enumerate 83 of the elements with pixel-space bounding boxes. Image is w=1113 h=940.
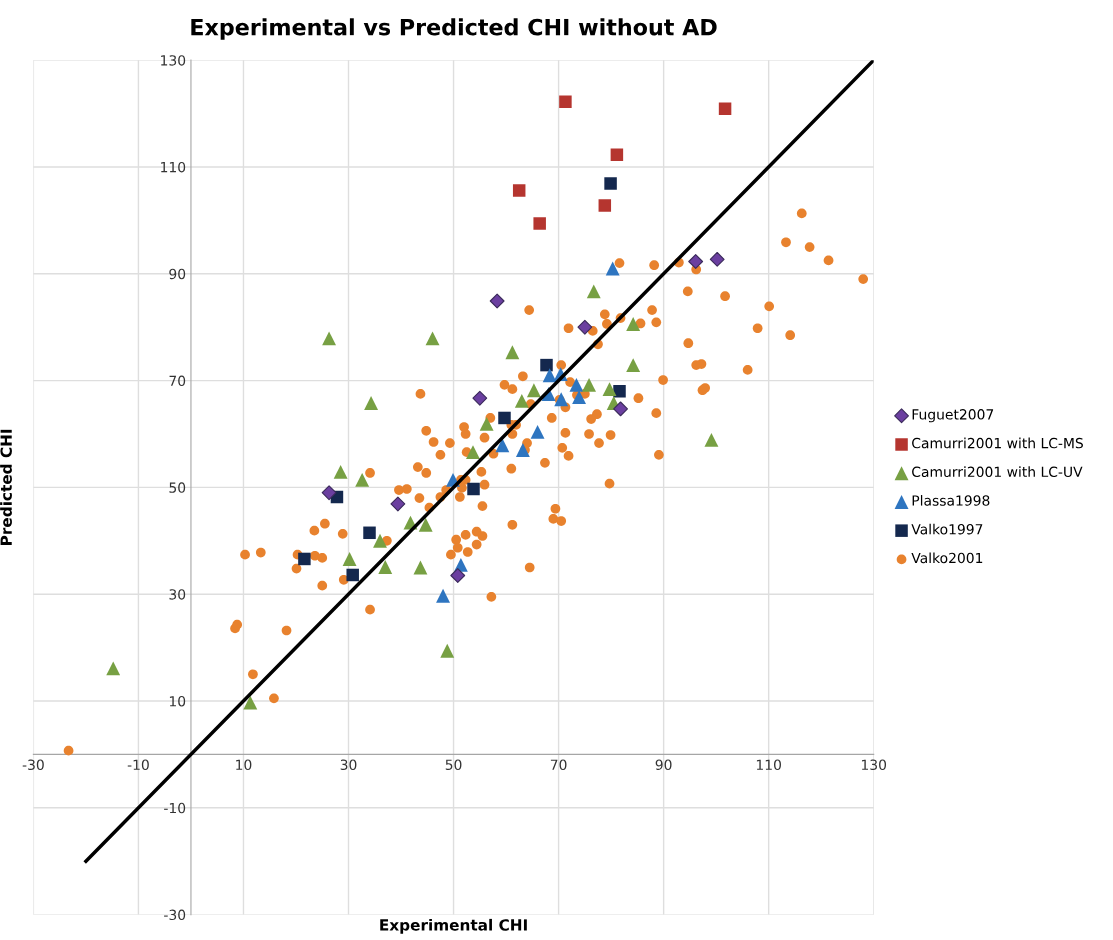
y-tick-label: -30 [164, 909, 186, 921]
legend-label: Camurri2001 with LC-MS [912, 437, 1083, 449]
point [512, 184, 526, 197]
point [342, 552, 357, 566]
point [425, 331, 440, 346]
point [572, 390, 587, 405]
x-tick-label: -30 [22, 759, 44, 771]
point [363, 526, 376, 540]
point [542, 368, 557, 383]
point [243, 695, 258, 710]
point [602, 382, 617, 397]
x-tick-label: 30 [340, 759, 357, 771]
point [390, 496, 406, 512]
y-tick-label: 130 [161, 55, 186, 66]
point [515, 443, 530, 457]
point [355, 472, 370, 487]
point [489, 293, 505, 309]
point [418, 517, 433, 532]
point [378, 560, 393, 574]
legend-label: Valko2001 [911, 552, 983, 564]
point [613, 385, 626, 398]
point [709, 251, 725, 267]
x-tick-label: 10 [236, 759, 252, 771]
point [610, 148, 624, 161]
y-axis-title: Predicted CHI [0, 429, 12, 545]
point [436, 588, 450, 603]
point [495, 438, 510, 453]
x-tick-label: -10 [127, 759, 149, 771]
point [466, 445, 480, 460]
point [333, 464, 348, 479]
y-tick-label: -10 [164, 802, 186, 814]
point [364, 396, 379, 410]
point [505, 345, 520, 360]
y-tick-label: 30 [169, 589, 186, 600]
point [626, 358, 641, 373]
point [298, 552, 311, 566]
point [450, 568, 466, 583]
x-tick-label: 110 [756, 759, 781, 771]
point [626, 317, 641, 331]
point [321, 485, 337, 501]
point [554, 392, 569, 407]
point [559, 95, 572, 109]
point [346, 568, 359, 582]
point [530, 424, 545, 439]
y-tick-label: 50 [169, 482, 186, 493]
point [322, 331, 337, 346]
point [413, 560, 428, 575]
x-tick-label: 50 [445, 759, 462, 771]
x-tick-label: 70 [550, 759, 567, 771]
y-tick-label: 10 [169, 695, 186, 707]
point [472, 390, 488, 406]
y-tick-label: 110 [161, 161, 186, 173]
point [526, 383, 541, 398]
legend-label: Valko1997 [911, 523, 983, 535]
point [533, 217, 546, 230]
chart-title: Experimental vs Predicted CHI without AD [191, 18, 717, 40]
point [718, 102, 732, 116]
point [373, 533, 387, 548]
point [613, 401, 628, 417]
point [514, 393, 529, 408]
legend-label: Fuguet2007 [912, 409, 994, 423]
point [540, 358, 553, 372]
point [582, 377, 596, 392]
x-tick-label: 90 [655, 759, 672, 771]
point [106, 661, 121, 676]
y-tick-label: 90 [169, 268, 186, 280]
point [604, 177, 617, 190]
point [586, 284, 601, 299]
x-axis-title: Experimental CHI [380, 918, 527, 934]
point [688, 254, 704, 269]
point [577, 319, 593, 335]
point [569, 377, 584, 392]
legend-label: Plassa1998 [912, 495, 990, 506]
point [598, 199, 612, 212]
point [605, 261, 620, 276]
point [498, 411, 511, 425]
point [704, 432, 719, 447]
point [479, 416, 494, 431]
y-tick-label: 70 [169, 375, 186, 387]
point [440, 643, 455, 658]
x-tick-label: 130 [861, 759, 887, 771]
point [467, 482, 480, 496]
legend-label: Camurri2001 with LC-UV [912, 466, 1083, 478]
